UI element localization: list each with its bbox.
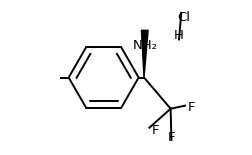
Text: H: H (173, 29, 183, 42)
Text: F: F (151, 124, 159, 137)
Text: Cl: Cl (176, 11, 189, 24)
Text: F: F (167, 131, 174, 144)
Polygon shape (141, 30, 147, 78)
Text: F: F (187, 101, 195, 114)
Text: NH₂: NH₂ (133, 39, 158, 52)
